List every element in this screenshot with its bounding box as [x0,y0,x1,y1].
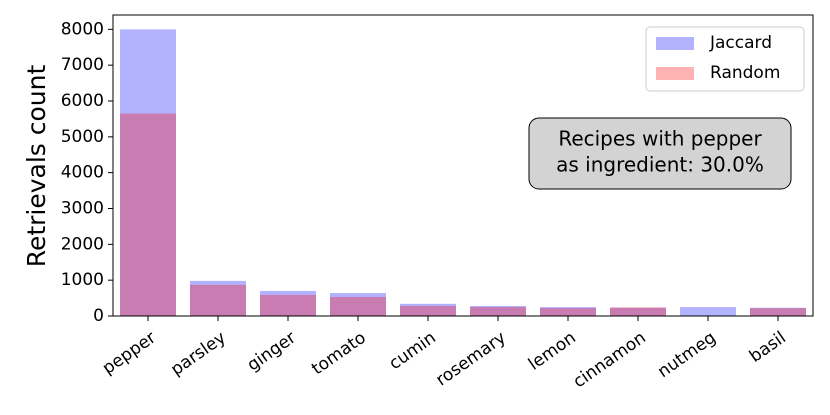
bar [470,307,526,316]
y-tick-label: 8000 [61,19,104,39]
plot-frame [112,14,814,317]
y-tick-label: 2000 [61,234,104,254]
bar [610,307,666,316]
bar [190,284,246,316]
bar [540,308,596,316]
bar [470,305,526,316]
annotation-text: as ingredient: 30.0% [556,153,764,177]
bar [750,308,806,316]
bar [190,280,246,316]
legend-label: Jaccard [709,33,772,53]
legend-swatch [656,67,694,80]
x-tick-label: basil [746,328,790,367]
y-axis-label: Retrievals count [22,65,51,268]
y-tick-label: 1000 [61,270,104,290]
bar [330,293,386,316]
legend-swatch [656,37,694,50]
x-tick-label: parsley [167,328,230,380]
annotation-box [528,117,792,190]
bar [260,290,316,316]
bar [400,305,456,316]
annotation-text: Recipes with pepper [558,127,762,151]
y-tick-label: 3000 [61,199,104,219]
legend-label: Random [710,63,780,83]
bar [750,307,806,316]
y-tick-label: 5000 [61,127,104,147]
bar [120,29,176,316]
y-tick-label: 6000 [61,91,104,111]
x-tick-label: cinnamon [570,328,650,392]
y-tick-label: 0 [93,306,104,326]
bar [400,303,456,316]
x-tick-label: nutmeg [654,328,720,382]
x-tick-label: tomato [308,328,370,379]
x-tick-label: ginger [244,328,300,376]
legend-box [645,26,805,92]
bar [680,307,736,316]
x-tick-label: pepper [99,328,160,379]
x-tick-label: rosemary [432,328,509,390]
bar [120,113,176,317]
bar [540,307,596,316]
y-tick-label: 7000 [61,55,104,75]
x-tick-label: lemon [525,328,580,375]
bar [260,294,316,316]
bar [330,297,386,316]
legend: Jaccard Random [645,26,805,92]
y-tick-label: 4000 [61,163,104,183]
bar [610,307,666,316]
x-tick-label: cumin [386,328,440,374]
